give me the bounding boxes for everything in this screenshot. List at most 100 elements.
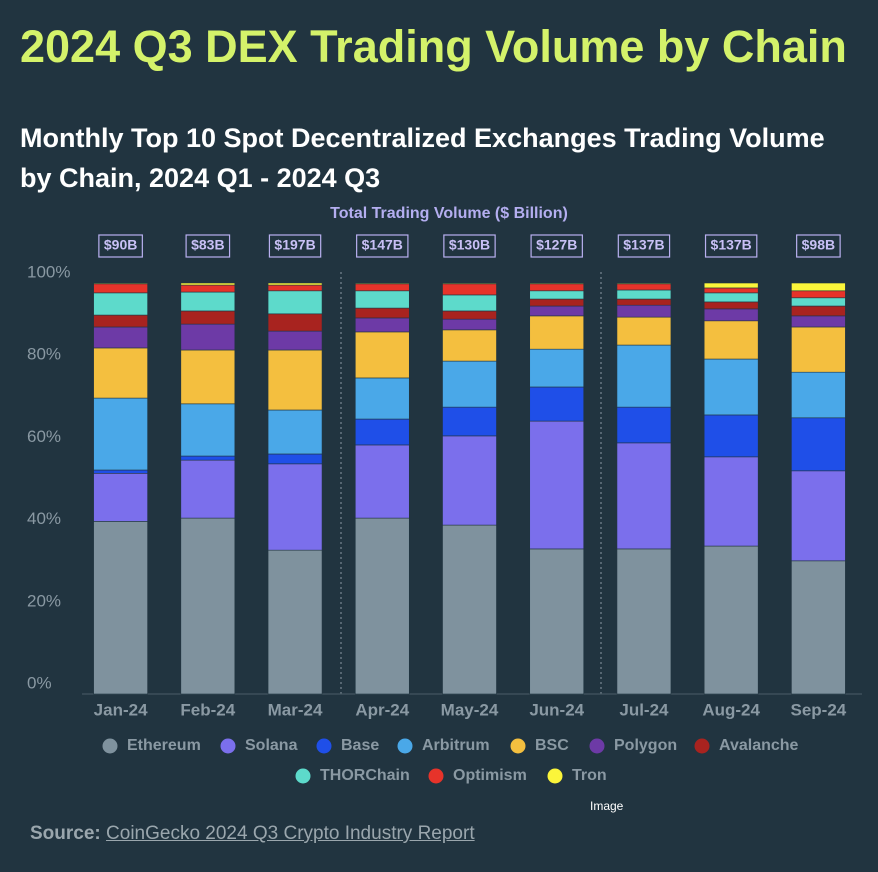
- bar-segment: [442, 283, 497, 296]
- bar-segment: [442, 435, 497, 526]
- bar-segment: [267, 284, 323, 292]
- bar-segment: [703, 282, 759, 289]
- y-tick-label: 20%: [27, 591, 61, 610]
- x-tick-label: Sep-24: [791, 700, 847, 719]
- bar-segment: [267, 463, 323, 551]
- bar-segment: [703, 320, 759, 360]
- bar-segment: [791, 290, 846, 299]
- bar-segment: [791, 417, 846, 472]
- bar-segment: [529, 420, 585, 550]
- bar-segment: [93, 472, 148, 522]
- x-tick-label: Jan-24: [94, 700, 148, 719]
- bar-segment: [703, 287, 759, 294]
- total-box: [356, 234, 409, 258]
- bar-segment: [442, 310, 497, 320]
- x-tick-label: Jul-24: [619, 700, 669, 719]
- total-box: [443, 234, 496, 258]
- total-label: $83B: [191, 237, 224, 253]
- legend-swatch: [397, 738, 413, 754]
- bar-segment: [616, 548, 672, 695]
- bar-segment: [354, 377, 410, 420]
- bar-segment: [180, 349, 236, 405]
- total-box: [185, 234, 231, 258]
- legend-swatch: [547, 768, 563, 784]
- legend-swatch: [589, 738, 605, 754]
- bar-segment: [93, 347, 148, 399]
- legend-swatch: [510, 738, 526, 754]
- x-tick-label: Aug-24: [702, 700, 760, 719]
- bar-segment: [354, 418, 410, 446]
- bar-segment: [267, 453, 323, 465]
- bar-segment: [791, 371, 846, 419]
- total-label: $147B: [362, 237, 403, 253]
- bar-segment: [442, 294, 497, 312]
- bar-segment: [354, 290, 410, 309]
- bar-segment: [616, 406, 672, 444]
- total-box: [704, 234, 758, 258]
- bar-segment: [703, 292, 759, 303]
- bar-segment: [791, 560, 846, 695]
- bar-segment: [267, 290, 323, 315]
- x-tick-label: Mar-24: [268, 700, 323, 719]
- bar-segment: [529, 298, 585, 307]
- legend-label: Arbitrum: [422, 737, 490, 754]
- bar-segment: [529, 282, 585, 285]
- y-tick-label: 80%: [27, 345, 61, 364]
- total-label: $90B: [104, 237, 137, 253]
- bar-segment: [616, 282, 672, 285]
- total-label: $127B: [536, 237, 577, 253]
- bar-segment: [442, 318, 497, 331]
- bar-segment: [180, 517, 236, 695]
- bar-segment: [354, 282, 410, 285]
- bar-segment: [93, 397, 148, 471]
- bar-segment: [791, 282, 846, 292]
- legend-label: Solana: [245, 737, 298, 754]
- total-label: $197B: [274, 237, 315, 253]
- bar-segment: [616, 316, 672, 346]
- x-tick-label: Feb-24: [180, 700, 235, 719]
- chart-title: 2024 Q3 DEX Trading Volume by Chain: [20, 21, 847, 72]
- total-box: [98, 234, 143, 258]
- bar-segment: [529, 348, 585, 388]
- bar-segment: [791, 315, 846, 328]
- legend-label: THORChain: [320, 767, 410, 784]
- bar-segment: [93, 292, 148, 316]
- bar-segment: [442, 524, 497, 695]
- source-label: Source:: [30, 823, 101, 844]
- x-tick-label: May-24: [441, 700, 499, 719]
- y-tick-label: 100%: [27, 262, 70, 281]
- total-label: $130B: [449, 237, 490, 253]
- bar-segment: [267, 330, 323, 351]
- bar-segment: [616, 289, 672, 300]
- legend-swatch: [295, 768, 311, 784]
- legend-swatch: [102, 738, 118, 754]
- legend-label: Optimism: [453, 767, 527, 784]
- legend-swatch: [316, 738, 332, 754]
- y-tick-label: 0%: [27, 673, 52, 692]
- legend-label: Tron: [572, 767, 607, 784]
- total-box: [530, 234, 583, 258]
- bar-segment: [616, 442, 672, 550]
- bar-segment: [703, 456, 759, 547]
- bar-segment: [180, 323, 236, 351]
- chart-subtitle: Monthly Top 10 Spot Decentralized Exchan…: [20, 123, 825, 193]
- bar-segment: [93, 314, 148, 328]
- legend-label: Ethereum: [127, 737, 201, 754]
- x-tick-label: Apr-24: [355, 700, 409, 719]
- legend-label: BSC: [535, 737, 569, 754]
- y-tick-label: 40%: [27, 509, 61, 528]
- source-link[interactable]: CoinGecko 2024 Q3 Crypto Industry Report: [106, 823, 475, 844]
- y-tick-label: 60%: [27, 427, 61, 446]
- bar-segment: [180, 459, 236, 519]
- bar-segment: [93, 469, 148, 474]
- image-alt: Image: [590, 799, 624, 813]
- bar-segment: [354, 331, 410, 379]
- bar-segment: [442, 360, 497, 408]
- total-box: [617, 234, 671, 258]
- bar-segment: [93, 521, 148, 695]
- bar-segment: [267, 409, 323, 455]
- bar-segment: [529, 283, 585, 292]
- bar-segment: [616, 344, 672, 408]
- legend-label: Avalanche: [719, 737, 799, 754]
